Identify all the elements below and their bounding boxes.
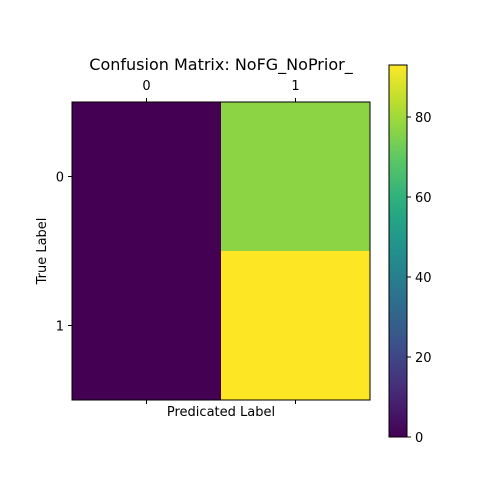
y-axis-label: True Label — [35, 218, 50, 286]
colorbar — [388, 64, 408, 438]
chart-title: Confusion Matrix: NoFG_NoPrior_ — [89, 55, 353, 75]
heatmap-cell-0-1 — [221, 102, 370, 251]
heatmap-cells — [72, 102, 370, 400]
plot-frame — [71, 101, 371, 401]
colorbar-tick-label: 0 — [415, 431, 423, 446]
colorbar-tick-label: 20 — [415, 351, 432, 366]
colorbar-tick-label: 40 — [415, 271, 432, 286]
heatmap-cell-0-0 — [72, 102, 221, 251]
y-tick-label: 1 — [56, 320, 64, 335]
y-tick-label: 0 — [56, 171, 64, 186]
heatmap-cell-1-0 — [72, 251, 221, 400]
heatmap-cell-1-1 — [221, 251, 370, 400]
colorbar-ticks: 0 20 40 60 80 — [407, 111, 432, 446]
x-tick-label: 0 — [142, 79, 150, 94]
x-axis-label: Predicated Label — [167, 405, 275, 420]
colorbar-tick-label: 60 — [415, 191, 432, 206]
x-tick-label: 1 — [291, 79, 299, 94]
y-axis-ticks: 01 — [56, 171, 72, 335]
colorbar-tick-label: 80 — [415, 111, 432, 126]
